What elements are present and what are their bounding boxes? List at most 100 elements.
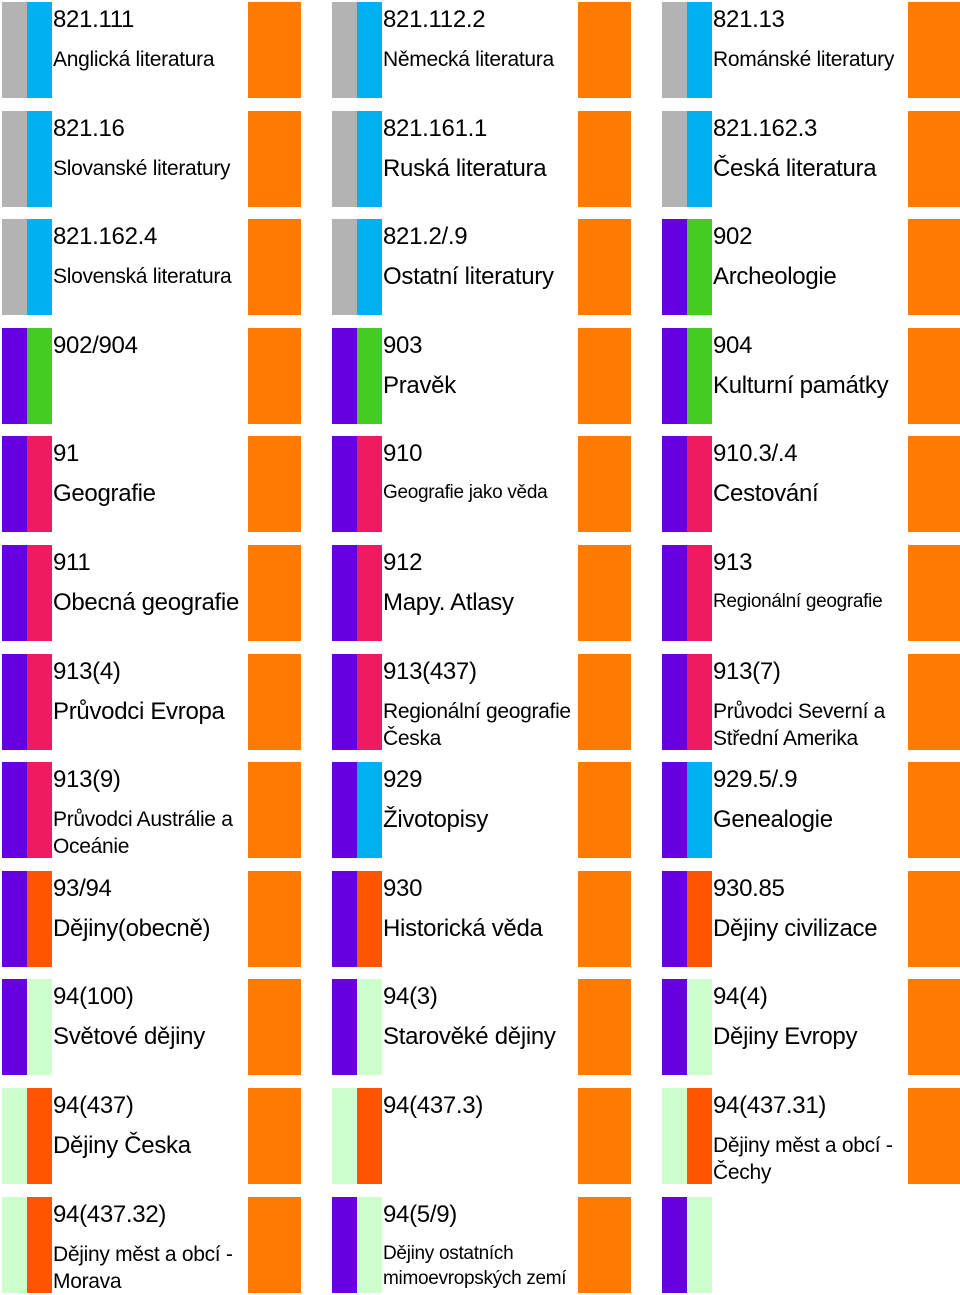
classification-code: 94(437.32) bbox=[53, 1200, 167, 1228]
color-stripe-secondary bbox=[357, 870, 382, 967]
classification-code: 913(9) bbox=[53, 766, 121, 794]
color-stripe-primary bbox=[2, 1088, 27, 1184]
color-stripe-secondary bbox=[687, 436, 712, 533]
color-stripe-primary bbox=[332, 2, 357, 98]
classification-name: Průvodci Severní a Střední Amerika bbox=[713, 699, 886, 750]
color-stripe-primary bbox=[332, 219, 357, 316]
color-stripe-primary bbox=[332, 1196, 357, 1293]
color-block-orange bbox=[578, 219, 631, 316]
color-stripe-primary bbox=[662, 436, 687, 533]
classification-name: Ostatní literatury bbox=[383, 263, 554, 291]
color-stripe-secondary bbox=[687, 1088, 712, 1184]
color-stripe-secondary bbox=[27, 219, 52, 316]
color-stripe-primary bbox=[2, 2, 27, 98]
color-block-orange bbox=[578, 436, 631, 533]
color-stripe-secondary bbox=[687, 762, 712, 859]
color-block-orange bbox=[578, 327, 631, 424]
color-stripe-primary bbox=[332, 1088, 357, 1184]
color-block-orange bbox=[248, 219, 301, 316]
classification-name: Starověké dějiny bbox=[383, 1023, 556, 1051]
label-tile: 913(9) Průvodci Austrálie a Oceánie bbox=[2, 762, 301, 859]
label-tile: 821.162.3 Česká literatura bbox=[662, 110, 960, 207]
color-stripe-secondary bbox=[27, 1088, 52, 1184]
color-block-orange bbox=[248, 870, 301, 967]
label-tile: 929.5/.9 Genealogie bbox=[662, 762, 960, 859]
classification-code: 903 bbox=[383, 331, 423, 359]
classification-name: Mapy. Atlasy bbox=[383, 589, 514, 616]
color-stripe-secondary bbox=[357, 1088, 382, 1184]
classification-name: Románské literatury bbox=[713, 48, 895, 71]
classification-name: Slovenská literatura bbox=[53, 265, 232, 289]
color-stripe-primary bbox=[2, 110, 27, 207]
classification-name: Genealogie bbox=[713, 806, 833, 834]
color-stripe-primary bbox=[332, 762, 357, 859]
color-stripe-secondary bbox=[357, 762, 382, 859]
classification-code: 821.13 bbox=[713, 6, 785, 33]
color-stripe-primary bbox=[662, 327, 687, 424]
label-tile: 94(5/9) Dějiny ostatních mimoevropských z… bbox=[332, 1196, 631, 1293]
classification-code: 910 bbox=[383, 440, 423, 468]
color-stripe-primary bbox=[332, 110, 357, 207]
label-tile: 94(437) Dějiny Česka bbox=[2, 1088, 301, 1184]
classification-code: 94(4) bbox=[713, 983, 768, 1011]
color-stripe-secondary bbox=[687, 979, 712, 1076]
classification-name: Geografie bbox=[53, 480, 156, 508]
classification-name: Ruská literatura bbox=[383, 154, 547, 182]
color-block-orange bbox=[248, 979, 301, 1076]
label-tile: 94(100) Světové dějiny bbox=[2, 979, 301, 1076]
label-tile: 94(437.32) Dějiny měst a obcí - Morava bbox=[2, 1196, 301, 1293]
classification-code: 930.85 bbox=[713, 874, 785, 902]
color-stripe-primary bbox=[2, 219, 27, 316]
classification-name: Dějiny měst a obcí - Čechy bbox=[713, 1134, 893, 1184]
color-block-orange bbox=[908, 2, 960, 98]
color-stripe-secondary bbox=[27, 110, 52, 207]
color-block-orange bbox=[908, 545, 960, 641]
classification-name: Životopisy bbox=[383, 806, 489, 834]
classification-code: 902 bbox=[713, 223, 753, 251]
color-block-orange bbox=[578, 870, 631, 967]
color-block-orange bbox=[248, 653, 301, 750]
color-stripe-primary bbox=[2, 545, 27, 641]
classification-name: Historická věda bbox=[383, 914, 543, 942]
classification-name: Geografie jako věda bbox=[383, 482, 548, 504]
classification-code: 91 bbox=[53, 440, 80, 468]
classification-name: Dějiny civilizace bbox=[713, 914, 878, 942]
classification-name: Regionální geografie bbox=[713, 591, 883, 612]
color-block-orange bbox=[578, 979, 631, 1076]
color-stripe-primary bbox=[662, 110, 687, 207]
label-tile: 913 Regionální geografie bbox=[662, 545, 960, 641]
color-stripe-primary bbox=[662, 870, 687, 967]
classification-name: Světové dějiny bbox=[53, 1023, 205, 1051]
label-tile: 929 Životopisy bbox=[332, 762, 631, 859]
color-stripe-secondary bbox=[687, 219, 712, 316]
classification-name: Česká literatura bbox=[713, 154, 877, 182]
classification-code: 913 bbox=[713, 549, 753, 576]
color-stripe-primary bbox=[2, 979, 27, 1076]
color-stripe-secondary bbox=[27, 327, 52, 424]
classification-code: 904 bbox=[713, 331, 753, 359]
color-stripe-secondary bbox=[357, 327, 382, 424]
classification-name: Dějiny Evropy bbox=[713, 1023, 858, 1051]
color-stripe-secondary bbox=[27, 2, 52, 98]
color-stripe-primary bbox=[662, 1196, 687, 1293]
color-stripe-secondary bbox=[687, 327, 712, 424]
classification-code: 913(4) bbox=[53, 657, 121, 685]
label-tile: 913(7) Průvodci Severní a Střední Amerika bbox=[662, 653, 960, 750]
classification-code: 821.2/.9 bbox=[383, 223, 468, 251]
label-tile: 821.111 Anglická literatura bbox=[2, 2, 301, 98]
classification-name: Dějiny ostatních mimoevropských zemí bbox=[383, 1242, 567, 1289]
classification-name: Průvodci Evropa bbox=[53, 697, 225, 725]
classification-code: 902/904 bbox=[53, 331, 138, 359]
color-stripe-primary bbox=[2, 870, 27, 967]
label-tile: 94(3) Starověké dějiny bbox=[332, 979, 631, 1076]
color-block-orange bbox=[248, 436, 301, 533]
classification-code: 929 bbox=[383, 766, 423, 794]
color-stripe-primary bbox=[662, 219, 687, 316]
color-stripe-secondary bbox=[357, 653, 382, 750]
label-tile: 91 Geografie bbox=[2, 436, 301, 533]
label-tile: 93/94 Dějiny(obecně) bbox=[2, 870, 301, 967]
label-tile: 821.162.4 Slovenská literatura bbox=[2, 219, 301, 316]
label-tile: 902 Archeologie bbox=[662, 219, 960, 316]
label-tile: 902/904 bbox=[2, 327, 301, 424]
color-stripe-secondary bbox=[27, 979, 52, 1076]
